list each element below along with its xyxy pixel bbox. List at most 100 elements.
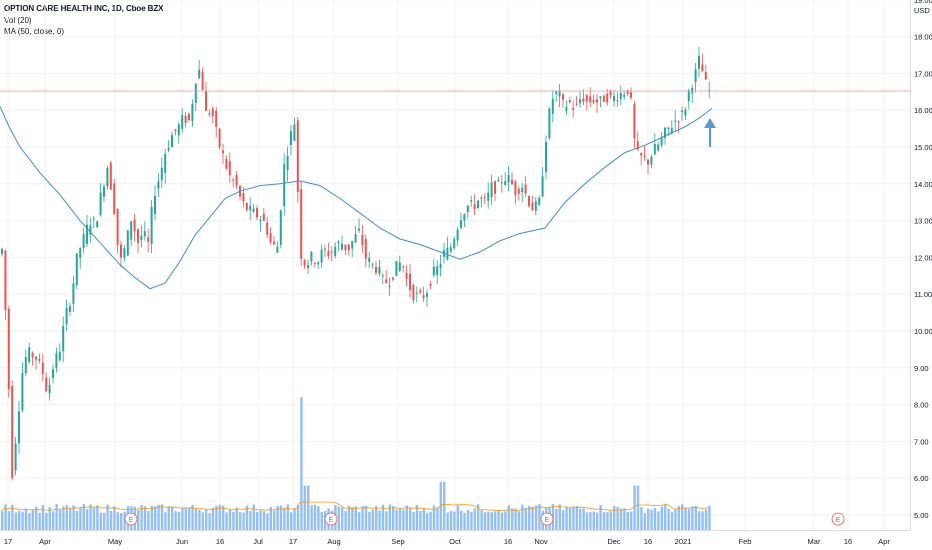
volume-bar — [575, 506, 578, 530]
time-tick-label: May — [108, 537, 122, 546]
volume-bar — [392, 506, 395, 530]
candle-body — [7, 309, 10, 390]
candle-body — [368, 258, 371, 262]
volume-bars — [0, 397, 711, 530]
volume-bar — [531, 506, 534, 530]
volume-bar — [137, 509, 140, 530]
candle-body — [174, 129, 177, 132]
volume-bar — [48, 507, 51, 530]
volume-bar — [55, 504, 58, 530]
candle-body — [677, 121, 680, 123]
volume-bar — [364, 506, 368, 530]
candle-body — [497, 179, 500, 182]
volume-bar — [256, 511, 259, 530]
candle-body — [177, 124, 180, 136]
volume-bar — [252, 504, 255, 530]
time-tick-label: 16 — [644, 537, 652, 546]
earnings-marker-label: E — [836, 517, 841, 524]
volume-bar — [487, 511, 490, 530]
volume-bar — [667, 508, 670, 530]
price-tick-label: 16.00 — [914, 106, 932, 115]
candle-body — [487, 192, 490, 201]
candle-body — [11, 386, 14, 478]
candle-body — [130, 221, 133, 240]
price-tick-label: 7.00 — [914, 437, 929, 446]
candle-body — [160, 167, 163, 181]
volume-bar — [82, 504, 85, 530]
volume-bar — [701, 511, 704, 530]
candle-body — [205, 91, 207, 111]
candle-body — [704, 72, 707, 80]
volume-bar — [473, 508, 476, 530]
volume-bar — [412, 511, 415, 530]
candle-body — [419, 290, 422, 293]
volume-bar — [184, 508, 187, 530]
volume-bar — [38, 512, 41, 530]
candle-body — [167, 147, 170, 151]
candle-body — [660, 137, 663, 146]
candle-body — [55, 352, 58, 368]
candle-body — [470, 200, 473, 202]
volume-bar — [262, 511, 266, 530]
candle-body — [687, 90, 690, 102]
candle-body — [58, 351, 61, 361]
candle-body — [555, 91, 558, 94]
candle-body — [551, 98, 554, 114]
volume-bar — [7, 510, 11, 530]
volume-bar — [483, 512, 487, 530]
candle-body — [235, 174, 238, 186]
volume-bar — [432, 505, 436, 530]
volume-bar — [565, 506, 568, 530]
volume-bar — [286, 504, 289, 530]
candle-body — [225, 159, 228, 169]
volume-indicator-label[interactable]: Vol (20) — [4, 15, 32, 25]
volume-bar — [507, 505, 510, 530]
candle-body — [708, 90, 711, 92]
volume-bar — [103, 512, 106, 530]
volume-bar — [99, 512, 102, 530]
volume-bar — [443, 481, 446, 530]
candle-body — [480, 197, 483, 199]
candle-body — [320, 249, 323, 263]
volume-bar — [86, 509, 89, 530]
volume-bar — [504, 511, 507, 530]
candle-body — [589, 96, 592, 103]
candle-body — [120, 244, 122, 258]
candle-body — [14, 443, 17, 471]
volume-bar — [602, 511, 606, 530]
candle-body — [453, 239, 456, 249]
volume-bar — [517, 511, 521, 530]
candle-body — [140, 235, 143, 240]
volume-bar — [198, 509, 201, 530]
volume-bar — [616, 507, 619, 530]
candle-body — [599, 96, 602, 99]
candle-body — [242, 193, 245, 202]
candle-body — [266, 222, 269, 235]
candle-body — [681, 110, 683, 113]
candle-body — [52, 369, 54, 378]
price-tick-label: 13.00 — [914, 217, 932, 226]
candle-body — [405, 273, 408, 279]
candle-body — [558, 91, 561, 97]
candle-body — [616, 100, 619, 102]
volume-bar — [446, 512, 449, 530]
time-tick-label: Apr — [878, 537, 890, 546]
volume-bar — [691, 506, 694, 530]
volume-bar — [18, 511, 21, 530]
time-tick-label: Nov — [534, 537, 548, 546]
price-tick-label: 12.00 — [914, 253, 932, 262]
volume-bar — [164, 512, 167, 530]
moving-average-indicator-label[interactable]: MA (50, close, 0) — [4, 27, 65, 36]
candle-body — [483, 196, 486, 198]
candle-body — [181, 114, 184, 129]
candle-body — [79, 248, 82, 259]
volume-bar — [123, 511, 126, 530]
volume-bar — [436, 507, 439, 530]
candle-body — [402, 266, 405, 268]
volume-bar — [470, 511, 473, 530]
volume-bar — [630, 511, 633, 530]
candle-body — [545, 141, 547, 172]
volume-bar — [633, 485, 636, 530]
volume-bar — [449, 510, 453, 530]
